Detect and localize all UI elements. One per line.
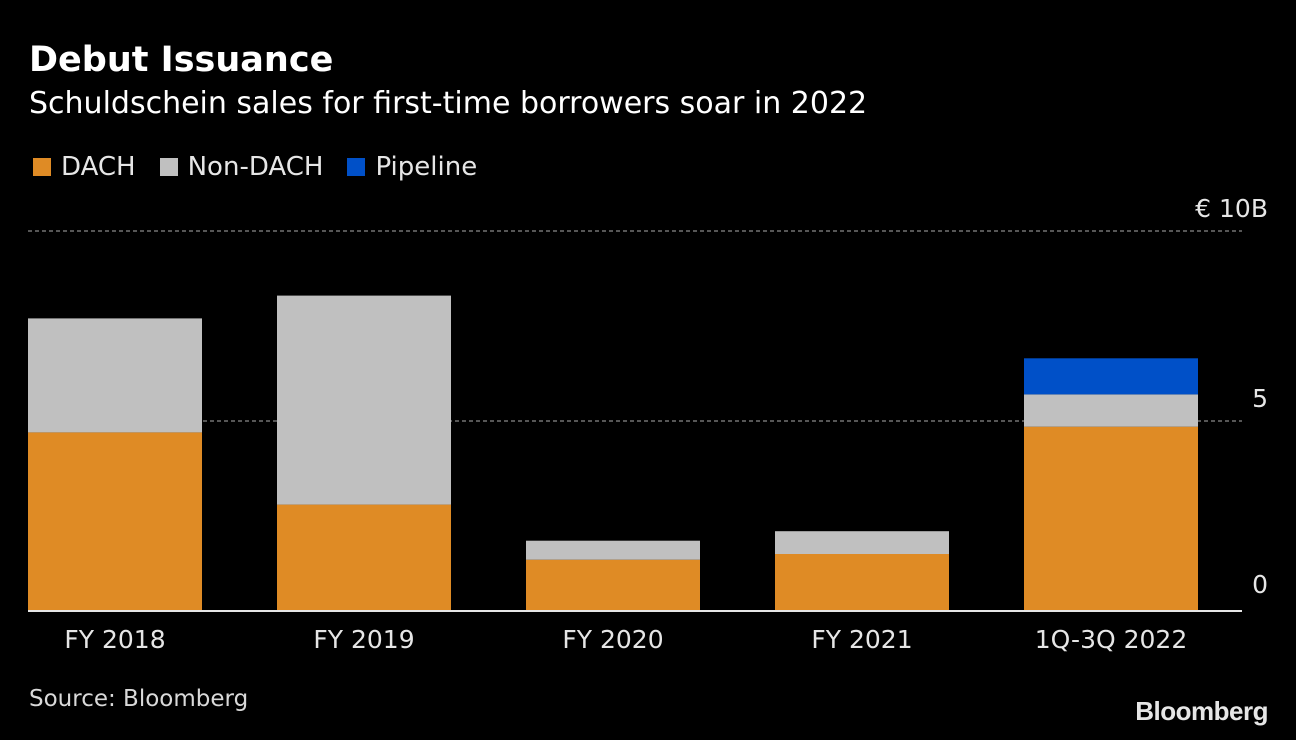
legend-label-dach: DACH <box>61 152 136 182</box>
y-tick-label: € 10B <box>1195 194 1268 223</box>
chart-subtitle: Schuldschein sales for first-time borrow… <box>29 86 868 121</box>
x-tick-label: FY 2020 <box>562 625 663 654</box>
y-tick-label: 0 <box>1252 570 1268 599</box>
stacked-bar-chart: € 10B 5 0 FY 2018 FY 2019 FY 2020 FY 2021 1Q-3Q… <box>28 194 1268 654</box>
y-tick-label: 5 <box>1252 384 1268 413</box>
x-tick-label: FY 2019 <box>313 625 414 654</box>
legend-swatch-dach <box>33 158 51 176</box>
x-tick-label: FY 2021 <box>811 625 912 654</box>
legend-item-dach: DACH <box>33 152 136 182</box>
bar-segment-dach <box>1024 426 1198 611</box>
bar-segment-non-dach <box>775 531 949 554</box>
legend-item-pipeline: Pipeline <box>347 152 477 182</box>
bar-segment-dach <box>28 432 202 611</box>
bar-segment-non-dach <box>28 318 202 433</box>
bar-segment-dach <box>277 504 451 611</box>
chart-title: Debut Issuance <box>29 40 334 80</box>
x-tick-label: FY 2018 <box>64 625 165 654</box>
legend-swatch-non-dach <box>159 158 178 176</box>
chart-legend: DACH Non-DACH Pipeline <box>33 152 477 182</box>
bar-segment-dach <box>526 559 700 611</box>
bar-segment-non-dach <box>277 295 451 505</box>
legend-swatch-pipeline <box>347 158 366 176</box>
bar-segment-non-dach <box>526 540 700 560</box>
legend-label-non-dach: Non-DACH <box>187 152 324 182</box>
x-tick-label: 1Q-3Q 2022 <box>1035 625 1187 654</box>
bar-segment-non-dach <box>1024 394 1198 427</box>
legend-label-pipeline: Pipeline <box>375 152 478 182</box>
bloomberg-logo: Bloomberg <box>1135 696 1268 726</box>
bar-segment-dach <box>775 554 949 611</box>
bar-segment-pipeline <box>1024 358 1198 395</box>
legend-item-non-dach: Non-DACH <box>159 152 324 182</box>
source-note: Source: Bloomberg <box>29 686 249 712</box>
